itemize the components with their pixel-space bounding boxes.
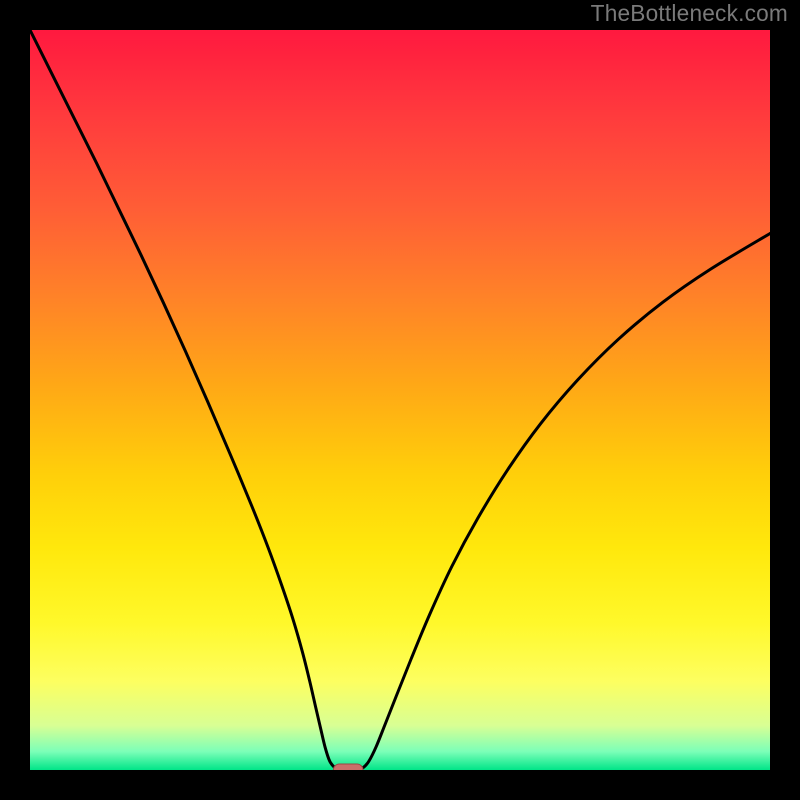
watermark-text: TheBottleneck.com (591, 0, 788, 27)
chart-svg (0, 0, 800, 800)
gradient-background (30, 30, 770, 770)
chart-canvas: TheBottleneck.com (0, 0, 800, 800)
